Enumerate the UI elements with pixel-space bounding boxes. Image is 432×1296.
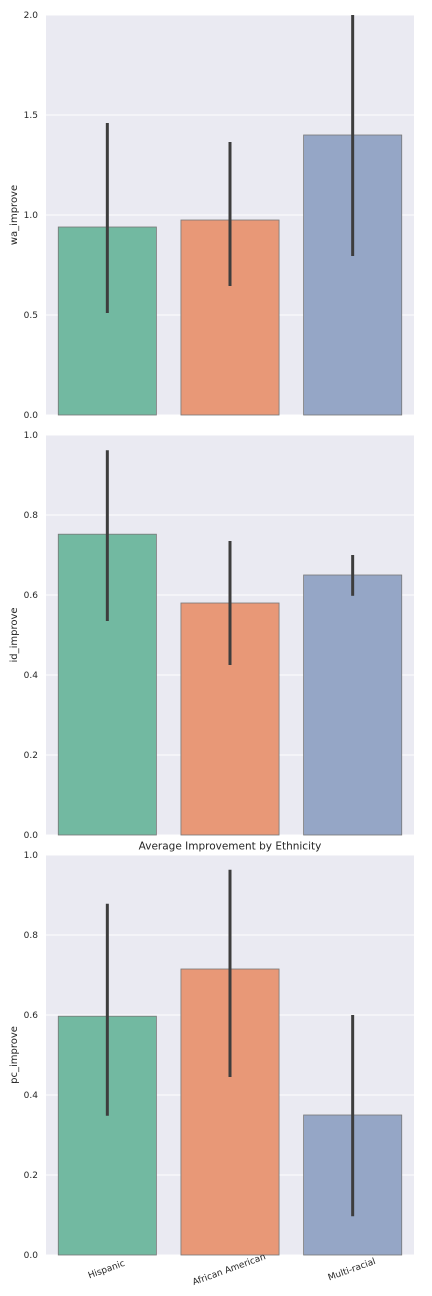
y-tick-label: 1.0 xyxy=(24,211,39,221)
y-axis-label: id_improve xyxy=(9,607,20,662)
y-tick-label: 2.0 xyxy=(24,11,39,21)
y-tick-label: 0.6 xyxy=(24,591,39,601)
y-tick-label: 0.2 xyxy=(24,751,38,761)
y-tick-label: 1.5 xyxy=(24,111,38,121)
y-tick-label: 0.8 xyxy=(24,931,39,941)
y-tick-label: 0.8 xyxy=(24,511,39,521)
y-tick-label: 0.0 xyxy=(24,831,39,841)
y-tick-label: 1.0 xyxy=(24,851,39,861)
x-tick-label: Multi-racial xyxy=(327,1257,377,1283)
y-tick-label: 0.5 xyxy=(24,311,38,321)
x-tick-label: African American xyxy=(191,1252,267,1288)
x-tick-label: Hispanic xyxy=(87,1259,126,1282)
y-tick-label: 0.4 xyxy=(24,1091,39,1101)
y-tick-label: 0.6 xyxy=(24,1011,39,1021)
y-axis-label: pc_improve xyxy=(9,1026,20,1084)
y-axis-label: wa_improve xyxy=(9,185,20,245)
y-tick-label: 0.2 xyxy=(24,1171,38,1181)
y-tick-label: 0.4 xyxy=(24,671,39,681)
bar xyxy=(303,574,403,836)
y-tick-label: 1.0 xyxy=(24,431,39,441)
y-tick-label: 0.0 xyxy=(24,1251,39,1261)
y-tick-label: 0.0 xyxy=(24,411,39,421)
chart-title: Average Improvement by Ethnicity xyxy=(139,841,322,853)
